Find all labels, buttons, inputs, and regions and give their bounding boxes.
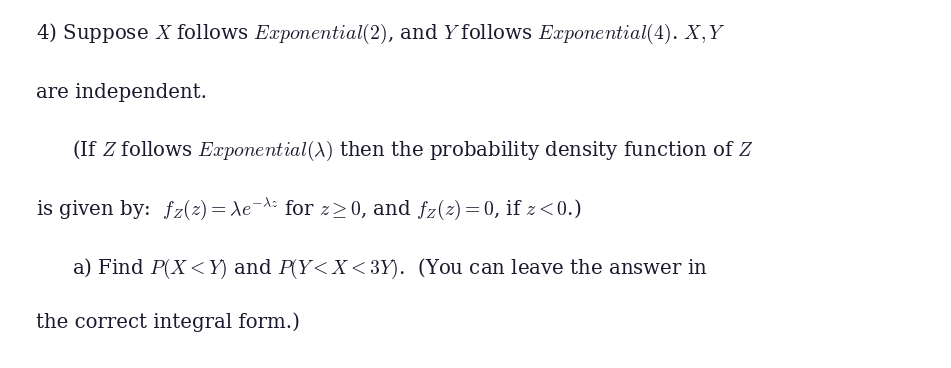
Text: is given by:  $f_Z(z) = \lambda e^{-\lambda z}$ for $z \geq 0$, and $f_Z(z) = 0$: is given by: $f_Z(z) = \lambda e^{-\lamb… — [36, 197, 581, 222]
Text: (If $Z$ follows $\mathit{Exponential}(\lambda)$ then the probability density fun: (If $Z$ follows $\mathit{Exponential}(\l… — [72, 139, 754, 163]
Text: are independent.: are independent. — [36, 82, 207, 102]
Text: b) What is $E[X|Y = y]$. (Argue clearly.): b) What is $E[X|Y = y]$. (Argue clearly.… — [72, 367, 440, 368]
Text: the correct integral form.): the correct integral form.) — [36, 312, 301, 332]
Text: a) Find $P(X < Y)$ and $P(Y < X < 3Y)$.  (You can leave the answer in: a) Find $P(X < Y)$ and $P(Y < X < 3Y)$. … — [72, 257, 708, 281]
Text: 4) Suppose $X$ follows $\mathit{Exponential}(2)$, and $Y$ follows $\mathit{Expon: 4) Suppose $X$ follows $\mathit{Exponent… — [36, 22, 727, 46]
